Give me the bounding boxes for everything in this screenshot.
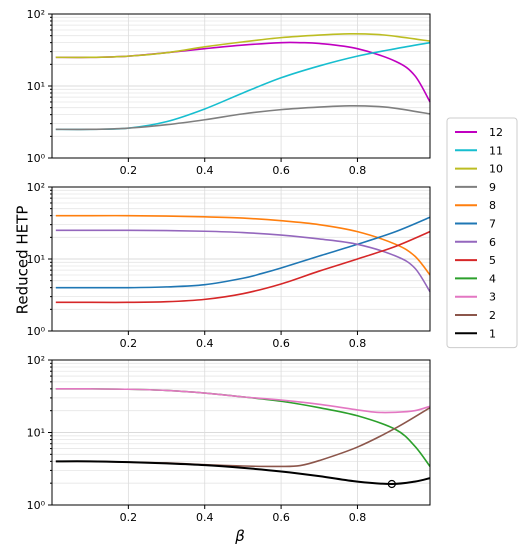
- x-tick-label: 0.8: [349, 337, 367, 350]
- legend-label-12: 12: [489, 126, 503, 139]
- grid: [52, 14, 430, 159]
- series-line-7: [55, 216, 431, 289]
- x-tick-label: 0.4: [196, 164, 214, 177]
- series-line-5: [55, 230, 431, 304]
- series-line-1: [55, 460, 431, 485]
- legend-label-4: 4: [489, 272, 496, 285]
- panel-1: 0.2 0.4 0.6 0.8 10⁰ 10¹ 10²: [27, 8, 431, 177]
- x-tick-label: 0.6: [272, 511, 290, 524]
- x-tick-label: 0.2: [120, 337, 138, 350]
- x-tick-label: 0.2: [120, 164, 138, 177]
- y-tick-label: 10¹: [27, 253, 45, 266]
- series-line-10: [55, 33, 431, 59]
- y-tick-label: 10²: [27, 354, 45, 367]
- series-line-6: [55, 229, 431, 293]
- legend: 12 11 10 9 8 7 6 5 4 3 2 1: [446, 117, 518, 349]
- legend-label-10: 10: [489, 163, 503, 176]
- legend-frame: [446, 117, 518, 349]
- legend-label-2: 2: [489, 309, 496, 322]
- y-tick-label: 10²: [27, 181, 45, 194]
- x-tick-label: 0.8: [349, 511, 367, 524]
- x-axis-label: β: [234, 527, 245, 545]
- legend-label-8: 8: [489, 199, 496, 212]
- x-tick-label: 0.4: [196, 511, 214, 524]
- legend-label-6: 6: [489, 236, 496, 249]
- series-line-9: [55, 105, 431, 131]
- x-tick-label: 0.6: [272, 164, 290, 177]
- legend-label-3: 3: [489, 291, 496, 304]
- y-axis-label: Reduced HETP: [14, 206, 32, 315]
- legend-label-1: 1: [489, 327, 496, 340]
- y-tick-label: 10⁰: [27, 499, 46, 512]
- series-line-2: [55, 406, 431, 468]
- legend-label-11: 11: [489, 144, 503, 157]
- panel-3: 0.2 0.4 0.6 0.8 10⁰ 10¹ 10²: [27, 354, 431, 524]
- series-line-4: [55, 388, 431, 467]
- y-tick-label: 10²: [27, 8, 45, 21]
- x-tick-label: 0.2: [120, 511, 138, 524]
- x-tick-label: 0.6: [272, 337, 290, 350]
- y-tick-label: 10⁰: [27, 152, 46, 165]
- grid: [52, 187, 430, 332]
- y-tick-label: 10⁰: [27, 325, 46, 338]
- grid: [52, 360, 430, 506]
- legend-label-9: 9: [489, 181, 496, 194]
- x-tick-label: 0.4: [196, 337, 214, 350]
- y-tick-label: 10¹: [27, 427, 45, 440]
- y-tick-label: 10¹: [27, 80, 45, 93]
- panel-2: 0.2 0.4 0.6 0.8 10⁰ 10¹ 10²: [27, 181, 431, 350]
- legend-label-7: 7: [489, 218, 496, 231]
- legend-label-5: 5: [489, 254, 496, 267]
- series-line-3: [55, 388, 431, 414]
- x-tick-label: 0.8: [349, 164, 367, 177]
- marker-minimum: [387, 479, 396, 489]
